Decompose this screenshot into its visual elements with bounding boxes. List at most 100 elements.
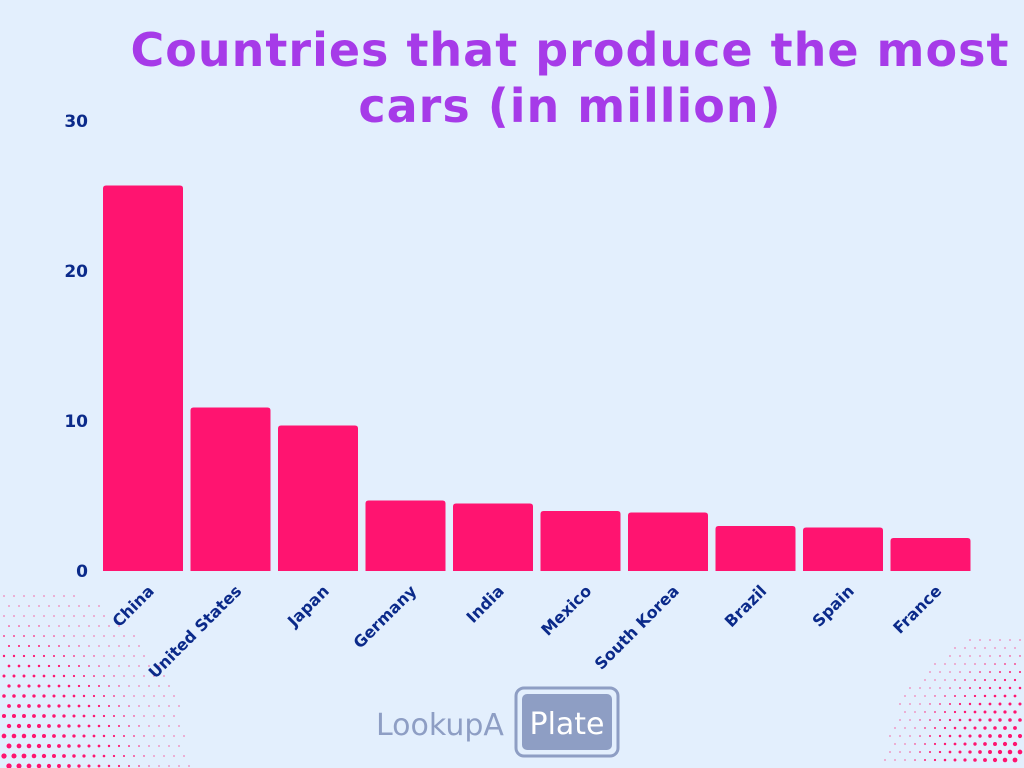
decor-dot: [128, 705, 130, 707]
decor-dot: [978, 686, 982, 690]
decor-dot: [67, 684, 71, 688]
decor-dot: [133, 735, 135, 737]
decor-dot: [988, 686, 992, 690]
decor-dot: [123, 655, 125, 657]
x-tick-label: Mexico: [537, 581, 595, 639]
decor-dot: [924, 711, 926, 713]
logo-plate: [522, 694, 612, 750]
x-tick-label: Japan: [283, 581, 333, 631]
decor-dot: [43, 635, 45, 637]
decor-dot: [13, 635, 15, 637]
decor-dot: [969, 655, 971, 657]
decor-dot: [974, 663, 976, 665]
decor-dot: [138, 705, 140, 707]
decor-dot: [1019, 671, 1021, 673]
decor-dot: [978, 702, 982, 706]
decor-dot: [38, 605, 40, 607]
decor-dot: [12, 654, 16, 658]
decor-dot: [993, 710, 997, 714]
decor-dot: [38, 625, 40, 627]
decor-dot: [158, 725, 160, 727]
decor-dot: [133, 755, 135, 757]
decor-dot: [1013, 678, 1017, 682]
decor-dot: [978, 750, 982, 754]
decor-dot: [48, 645, 50, 647]
bar: [715, 526, 796, 571]
decor-dot: [48, 625, 50, 627]
decor-dot: [3, 595, 5, 597]
decor-dot: [46, 763, 52, 768]
decor-dot: [11, 713, 17, 719]
decor-dot: [138, 645, 140, 647]
decor-dot: [77, 684, 81, 688]
decor-dot: [27, 704, 31, 708]
decor-dot: [998, 702, 1002, 706]
decor-dot: [63, 635, 65, 637]
decor-dot: [979, 671, 981, 673]
decor-dot: [52, 734, 56, 738]
decor-dot: [984, 663, 986, 665]
decor-dot: [117, 764, 121, 768]
decor-dot: [989, 655, 991, 657]
decor-dot: [18, 625, 20, 627]
decor-dot: [123, 735, 125, 737]
decor-dot: [939, 719, 941, 721]
decor-dot: [989, 671, 991, 673]
decor-dot: [78, 605, 80, 607]
decor-dot: [894, 743, 896, 745]
decor-dot: [52, 674, 56, 678]
decor-dot: [108, 645, 110, 647]
decor-dot: [919, 703, 921, 705]
decor-dot: [958, 718, 962, 722]
decor-dot: [153, 695, 155, 697]
decor-dot: [1004, 647, 1006, 649]
decor-dot: [988, 702, 992, 706]
decor-dot: [924, 759, 926, 761]
decor-dot: [93, 675, 95, 677]
decor-dot: [899, 719, 901, 721]
decor-dot: [98, 625, 100, 627]
decor-dot: [16, 763, 22, 768]
decor-dot: [93, 635, 95, 637]
decor-dot: [963, 758, 967, 762]
decor-dot: [58, 605, 60, 607]
decor-dot: [999, 639, 1001, 641]
decor-dot: [72, 694, 76, 698]
decor-dot: [178, 725, 180, 727]
decor-dot: [26, 763, 32, 768]
decor-dot: [973, 742, 977, 746]
decor-dot: [168, 765, 170, 767]
decor-dot: [944, 711, 946, 713]
decor-dot: [959, 671, 961, 673]
decor-dot: [17, 664, 21, 668]
decor-dot: [1018, 718, 1022, 722]
logo-text-left: LookupA: [376, 708, 504, 743]
decor-dot: [22, 674, 26, 678]
decor-dot: [989, 639, 991, 641]
decor-dot: [23, 615, 25, 617]
decor-dot: [1018, 686, 1022, 690]
decor-dot: [934, 695, 936, 697]
decor-dot: [72, 754, 76, 758]
decor-dot: [133, 635, 135, 637]
decor-dot: [973, 726, 977, 730]
decor-dot: [102, 734, 106, 738]
decor-dot: [994, 663, 996, 665]
decor-dot: [959, 687, 961, 689]
decor-dot: [948, 734, 952, 738]
decor-dot: [993, 742, 997, 746]
decor-dot: [82, 694, 86, 698]
decor-dot: [153, 715, 155, 717]
decor-dot: [113, 695, 115, 697]
decor-dot: [123, 675, 125, 677]
decor-dot: [969, 671, 971, 673]
decor-dot: [72, 674, 76, 678]
decor-dot: [158, 705, 160, 707]
decor-dot: [984, 647, 986, 649]
decor-dot: [123, 635, 125, 637]
decor-dot: [38, 645, 40, 647]
decor-dot: [22, 694, 26, 698]
decor-dot: [22, 714, 26, 718]
decor-dot: [33, 635, 35, 637]
